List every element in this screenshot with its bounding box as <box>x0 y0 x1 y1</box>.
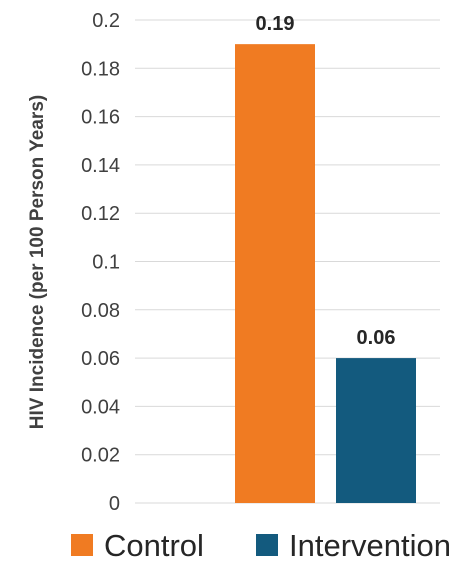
legend-label-control: Control <box>104 528 204 563</box>
legend-label-intervention: Intervention <box>289 528 451 563</box>
legend-swatch-intervention <box>256 534 278 556</box>
y-tick-label: 0.1 <box>92 252 120 274</box>
legend: Control Intervention <box>71 528 451 563</box>
y-tick-label: 0.18 <box>81 58 120 80</box>
y-tick-label: 0 <box>109 493 120 515</box>
y-tick-label: 0.16 <box>81 107 120 129</box>
y-tick-label: 0.08 <box>81 300 120 322</box>
bar-intervention <box>336 358 416 503</box>
data-labels: 0.19 0.06 <box>256 13 396 349</box>
y-tick-label: 0.06 <box>81 348 120 370</box>
y-axis-ticks: 0 0.02 0.04 0.06 0.08 0.1 0.12 0.14 0.16 0.18 0.2 <box>81 10 120 515</box>
data-label-control: 0.19 <box>256 13 295 35</box>
y-tick-label: 0.02 <box>81 445 120 467</box>
y-tick-label: 0.2 <box>92 10 120 32</box>
y-tick-label: 0.04 <box>81 396 120 418</box>
y-tick-label: 0.14 <box>81 155 120 177</box>
bars <box>235 44 416 504</box>
y-axis-title: HIV Incidence (per 100 Person Years) <box>27 95 48 429</box>
data-label-intervention: 0.06 <box>357 327 396 349</box>
legend-swatch-control <box>71 534 93 556</box>
bar-control <box>235 44 315 504</box>
y-tick-label: 0.12 <box>81 203 120 225</box>
